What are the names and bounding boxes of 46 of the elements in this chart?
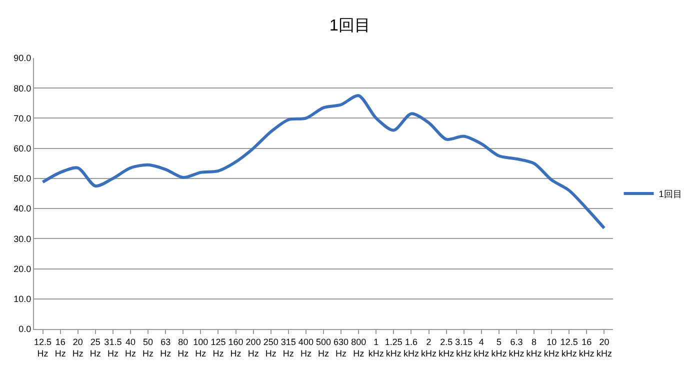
x-tick-label: 63 Hz	[160, 336, 172, 358]
x-tick-label: 2 kHz	[421, 336, 438, 358]
y-tick-label: 80.0	[14, 83, 32, 94]
x-tick-label: 12.5 Hz	[34, 336, 52, 358]
line-series	[41, 94, 606, 230]
x-tick-label: 125 Hz	[210, 336, 226, 358]
y-tick-label: 0.0	[18, 324, 32, 334]
y-tick-label: 90.0	[14, 53, 32, 64]
x-tick-label: 10 kHz	[544, 336, 560, 358]
y-tick-label: 20.0	[14, 264, 32, 274]
y-tick-label: 10.0	[14, 294, 32, 304]
x-tick-label: 6.3 kHz	[508, 336, 525, 358]
x-tick-label: 1 kHz	[368, 336, 384, 358]
x-tick-label: 5 kHz	[491, 336, 508, 358]
x-tick-label: 12.5 kHz	[560, 336, 578, 358]
x-tick-label: 315 Hz	[280, 336, 296, 358]
x-tick-label: 250 Hz	[263, 336, 278, 358]
x-tick-label: 25 Hz	[90, 336, 102, 358]
x-tick-label: 20 kHz	[596, 336, 612, 358]
x-tick-label: 80 Hz	[178, 336, 190, 358]
chart-title: 1回目	[330, 17, 370, 34]
x-tick-label: 1.6 kHz	[403, 336, 420, 358]
x-tick-label: 100 Hz	[193, 336, 208, 358]
x-tick-label: 1.25 kHz	[384, 336, 402, 358]
y-tick-label: 30.0	[14, 234, 32, 244]
x-tick-label: 2.5 kHz	[438, 336, 455, 358]
x-tick-label: 40 Hz	[125, 336, 136, 358]
x-tick-label: 160 Hz	[228, 336, 244, 358]
y-tick-label: 50.0	[14, 174, 32, 184]
x-tick-label: 800 Hz	[351, 336, 366, 358]
x-tick-label: 200 Hz	[246, 336, 261, 358]
x-tick-label: 400 Hz	[298, 336, 314, 358]
x-tick-label: 500 Hz	[316, 336, 332, 358]
y-tick-label: 40.0	[14, 204, 32, 214]
x-tick-label: 4 kHz	[474, 336, 490, 358]
legend-label: 1回目	[658, 189, 682, 200]
x-tick-label: 3.15 kHz	[455, 336, 473, 358]
x-tick-label: 8 kHz	[526, 336, 542, 358]
x-tick-label: 16 Hz	[54, 336, 66, 358]
y-tick-label: 70.0	[14, 113, 32, 124]
x-tick-label: 630 Hz	[334, 336, 349, 358]
y-tick-label: 60.0	[14, 143, 32, 154]
x-tick-label: 50 Hz	[142, 336, 154, 358]
x-tick-label: 20 Hz	[72, 336, 84, 358]
x-tick-label: 31.5 Hz	[104, 336, 122, 358]
x-tick-label: 16 kHz	[578, 336, 595, 358]
